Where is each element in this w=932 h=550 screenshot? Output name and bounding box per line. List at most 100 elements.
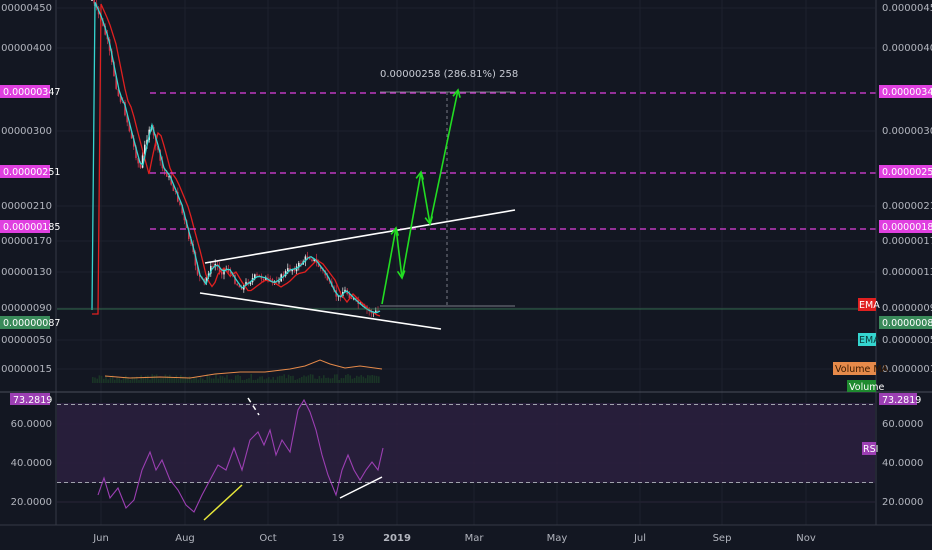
volume-bar: [369, 375, 371, 383]
left-current-price-text: 0.00000087: [3, 318, 60, 329]
volume-bar: [138, 379, 140, 383]
candle-body: [265, 277, 267, 281]
left-rsi-tag-text: 73.2819: [13, 395, 52, 406]
volume-bar: [129, 379, 131, 383]
volume-bar: [250, 374, 252, 383]
volume-bar: [342, 378, 345, 383]
candle-body: [262, 278, 265, 281]
right-level-tag-251: 0.00000251: [879, 165, 932, 178]
time-axis[interactable]: Jun Aug Oct 19 2019 Mar May Jul Sep Nov: [92, 533, 816, 544]
volume-bar: [305, 376, 307, 383]
right-rsi-tick: 20.0000: [882, 497, 923, 508]
ema-slow-line: [92, 3, 381, 317]
volume-bar: [301, 376, 303, 383]
candle-body: [130, 131, 133, 139]
candle-body: [168, 176, 170, 178]
volume-bar: [191, 379, 193, 383]
candle-body: [135, 146, 137, 159]
candle-body: [344, 289, 346, 293]
left-rsi-tag: 73.2819: [10, 393, 52, 406]
volume-bar: [226, 374, 228, 383]
candle-body: [126, 115, 128, 123]
volume-bar: [268, 377, 270, 383]
right-level-tag-347: 0.00000347: [879, 85, 932, 98]
volume-bar: [356, 375, 358, 383]
candle-body: [249, 282, 252, 285]
rsi-line: [97, 398, 384, 513]
ema-slow-tag: EMA: [858, 298, 880, 311]
volume-bar: [230, 379, 233, 383]
price-level-lines: [57, 92, 932, 310]
candle-body: [271, 279, 274, 282]
ema-fast-line: [91, 2, 381, 314]
candle-body: [93, 0, 95, 4]
volume-bar: [131, 377, 134, 383]
candle-body: [177, 191, 179, 202]
candle-body: [104, 25, 106, 35]
right-price-axis[interactable]: 0.00000450 0.00000400 0.00000300 0.00000210…: [882, 3, 932, 508]
volume-bar: [325, 377, 327, 383]
right-rsi-tick: 60.0000: [882, 419, 923, 430]
volume-bar: [221, 376, 224, 383]
left-level-tag-251-text: 0.00000251: [3, 167, 60, 178]
candle-body: [375, 310, 377, 313]
candle-body: [377, 310, 379, 312]
left-price-axis[interactable]: 0.00000450 0.00000400 0.00000300 0.00000210…: [0, 3, 52, 508]
volume-bar: [290, 376, 292, 383]
rsi-band-fill: [57, 403, 875, 483]
left-price-tick: 0.00000450: [0, 3, 52, 14]
candle-body: [210, 265, 212, 274]
candle-body: [133, 138, 135, 147]
candle-body: [124, 102, 126, 116]
candle-body: [258, 274, 260, 276]
volume-bar: [298, 378, 301, 383]
candle-body: [181, 204, 183, 214]
candle-body: [172, 184, 175, 191]
left-rsi-tick: 40.0000: [11, 458, 52, 469]
candle-body: [166, 171, 168, 177]
volume-bar: [329, 378, 332, 383]
volume-bar: [171, 377, 173, 383]
candle-body: [309, 257, 311, 260]
rsi-indicator-tag: RSI: [862, 442, 878, 455]
candle-body: [236, 283, 238, 286]
candle-body: [370, 311, 373, 314]
volume-bar: [373, 375, 376, 383]
volume-bar: [92, 377, 94, 383]
volume-tag-text: Volume: [849, 382, 884, 393]
right-price-tick: 0.00000015: [882, 364, 932, 375]
lower-trendline: [199, 292, 442, 330]
ema-fast-tag: EMA: [858, 333, 880, 346]
candle-body: [174, 190, 177, 192]
candle-body: [254, 274, 256, 279]
candle-body: [317, 262, 320, 267]
volume-bar: [116, 377, 118, 383]
volume-bar: [312, 374, 314, 383]
volume-bar: [195, 377, 197, 383]
volume-bar: [162, 377, 164, 383]
volume-bar: [235, 375, 237, 383]
time-tick: Mar: [465, 533, 485, 544]
volume-bar: [133, 377, 136, 383]
volume-bar: [309, 374, 312, 383]
right-rsi-tag: 73.2819: [879, 393, 921, 406]
volume-bar: [199, 376, 202, 383]
projection-segment: [420, 171, 431, 225]
right-level-tag-185: 0.00000185: [879, 220, 932, 233]
right-price-tick: 0.00000050: [882, 335, 932, 346]
right-price-tick: 0.00000210: [882, 201, 932, 212]
volume-bar: [362, 376, 365, 383]
volume-bar: [272, 377, 274, 383]
volume-bar: [347, 374, 349, 383]
volume-bar: [94, 377, 96, 383]
volume-bar: [213, 378, 215, 383]
volume-bar: [287, 374, 290, 383]
candle-body: [350, 298, 353, 300]
volume-bar: [334, 374, 336, 383]
candle-body: [269, 278, 271, 280]
left-level-tag-251: 0.00000251: [0, 165, 60, 178]
volume-bar: [142, 377, 145, 383]
right-level-tag-251-text: 0.00000251: [882, 167, 932, 178]
rsi-trendline-yellow: [203, 484, 243, 521]
